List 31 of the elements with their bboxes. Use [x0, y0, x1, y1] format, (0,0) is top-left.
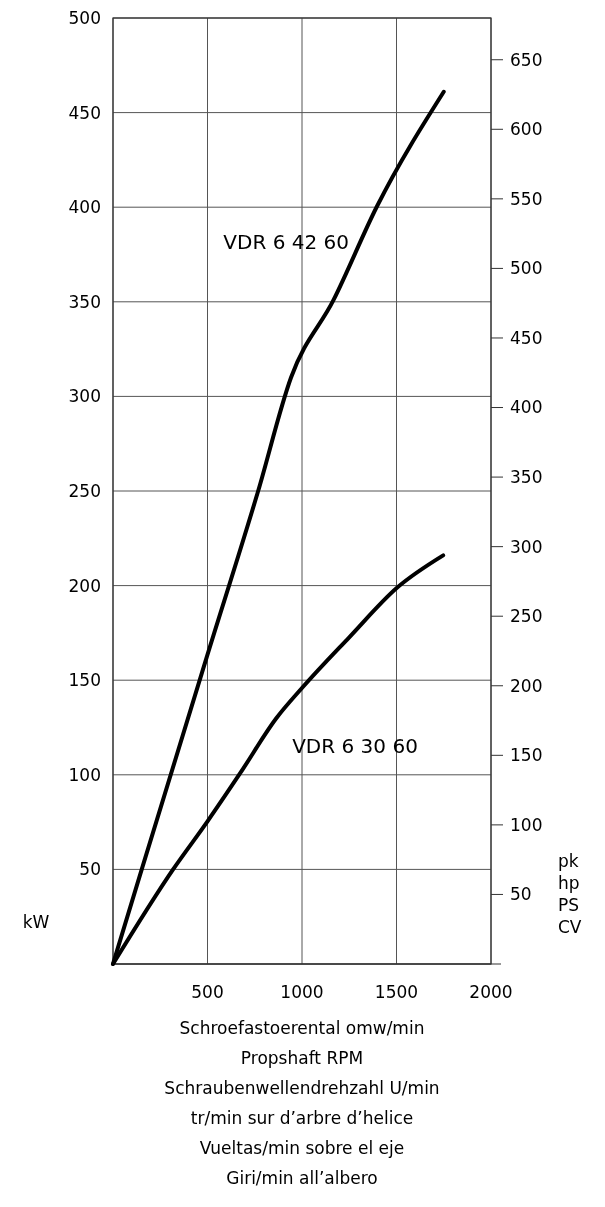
- y-tick-label: 300: [68, 386, 101, 407]
- x-tick-label: 1000: [280, 982, 324, 1002]
- y2-tick-label: 150: [510, 745, 543, 766]
- y2-tick-label: 600: [510, 119, 543, 140]
- y-tick-label: 100: [68, 764, 101, 785]
- y-tick-label: 250: [68, 480, 101, 501]
- y2-tick-label: 500: [510, 258, 543, 279]
- y-tick-label: 50: [79, 859, 101, 880]
- y-tick-label: 200: [68, 575, 101, 596]
- x-tick-label: 1500: [374, 982, 419, 1002]
- y-axis-title: kW: [22, 912, 50, 932]
- y2-tick-label: 400: [510, 397, 543, 418]
- y-tick-label: 350: [68, 291, 101, 312]
- y-tick-label: 450: [68, 102, 101, 123]
- y-tick-label: 150: [68, 670, 101, 691]
- x-axis-title: Schroefastoerental omw/min Propshaft RPM Schraubenwellendrehzahl U/min tr/min sur d’arbre d’helice Vueltas/min sobre el eje Giri/min all’albero: [164, 1018, 440, 1188]
- series-label: VDR 6 42 60: [223, 230, 350, 255]
- y2-axis-title: pk hp PS CV: [558, 851, 582, 937]
- y2-tick-label: 550: [510, 188, 543, 209]
- y2-tick-label: 100: [510, 814, 543, 835]
- y2-tick-label: 50: [510, 884, 532, 905]
- y-tick-label: 500: [68, 7, 101, 28]
- y2-tick-label: 650: [510, 49, 543, 70]
- x-tick-label: 500: [191, 982, 224, 1002]
- y2-tick-label: 200: [510, 675, 543, 696]
- x-tick-label: 2000: [469, 982, 513, 1002]
- y2-tick-label: 300: [510, 536, 543, 557]
- y2-tick-label: 250: [510, 606, 543, 627]
- y-tick-label: 400: [68, 197, 101, 218]
- y2-tick-label: 450: [510, 327, 543, 348]
- y2-tick-label: 350: [510, 467, 543, 488]
